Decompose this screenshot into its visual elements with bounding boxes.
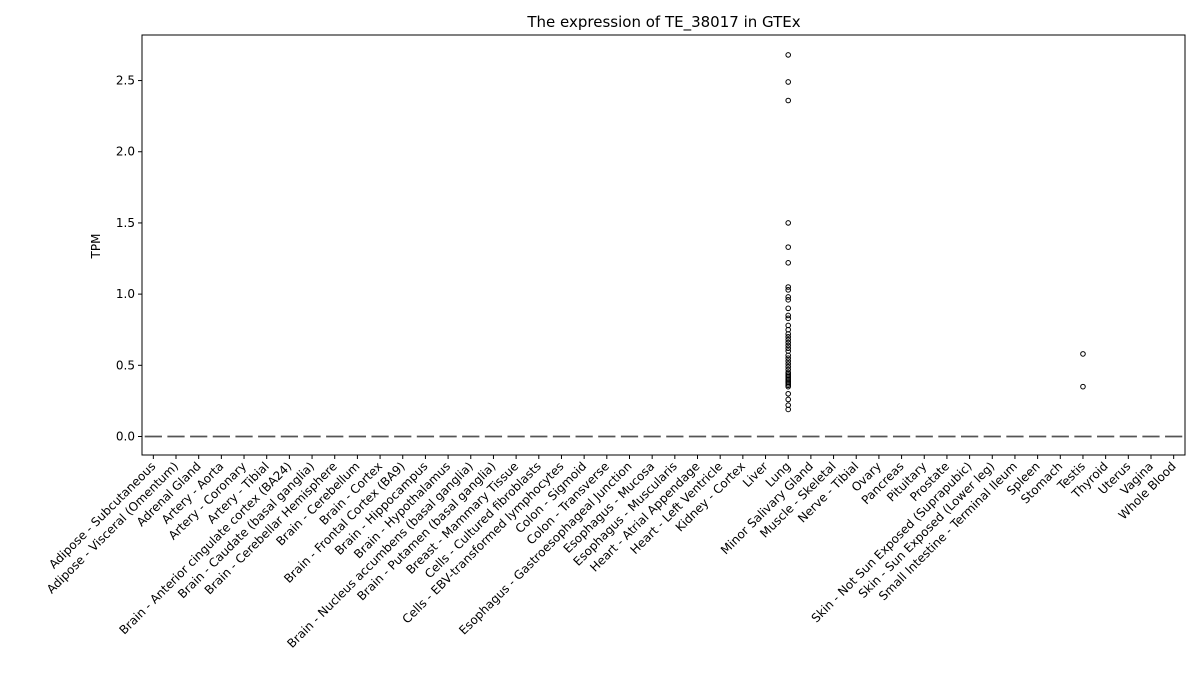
outlier-point (785, 294, 792, 300)
outlier-point (785, 390, 792, 397)
y-tick-label: 2.0 (116, 145, 135, 159)
outlier-point (785, 284, 792, 290)
outlier-point (785, 355, 792, 361)
plot-frame (141, 34, 1186, 456)
y-tick-label: 2.5 (116, 74, 135, 88)
outlier-point (785, 52, 792, 58)
outlier-point (785, 352, 792, 359)
outlier-point (785, 396, 792, 403)
outlier-point (785, 336, 792, 343)
outlier-point (1080, 383, 1086, 390)
outlier-point (785, 363, 792, 370)
x-tick-label: Adipose - Visceral (Omentum) (44, 459, 181, 596)
outlier-point (785, 383, 792, 390)
outlier-point (785, 312, 792, 319)
outlier-point (785, 345, 792, 352)
outlier-point (785, 339, 792, 346)
outlier-point (785, 334, 792, 340)
y-tick-label: 0.0 (116, 429, 135, 443)
outlier-point (785, 406, 792, 413)
chart-title: The expression of TE_38017 in GTEx (526, 13, 800, 32)
outlier-point (785, 358, 792, 364)
outlier-point (785, 361, 792, 367)
outlier-point (1080, 351, 1086, 357)
outlier-point (785, 315, 792, 322)
outlier-point (785, 79, 792, 85)
outlier-point (785, 220, 792, 226)
outlier-point (785, 331, 792, 337)
y-tick-label: 1.0 (116, 287, 135, 301)
y-tick-label: 0.5 (116, 358, 135, 372)
outlier-point (785, 297, 792, 303)
x-tick-label: Liver (740, 459, 771, 490)
outlier-point (785, 342, 792, 349)
y-axis-label: TPM (89, 234, 103, 260)
y-tick-label: 1.5 (116, 216, 135, 230)
outlier-point (785, 259, 792, 266)
outlier-point (785, 244, 792, 250)
outlier-point (785, 97, 792, 104)
outlier-point (785, 287, 792, 293)
outlier-point (785, 305, 792, 312)
